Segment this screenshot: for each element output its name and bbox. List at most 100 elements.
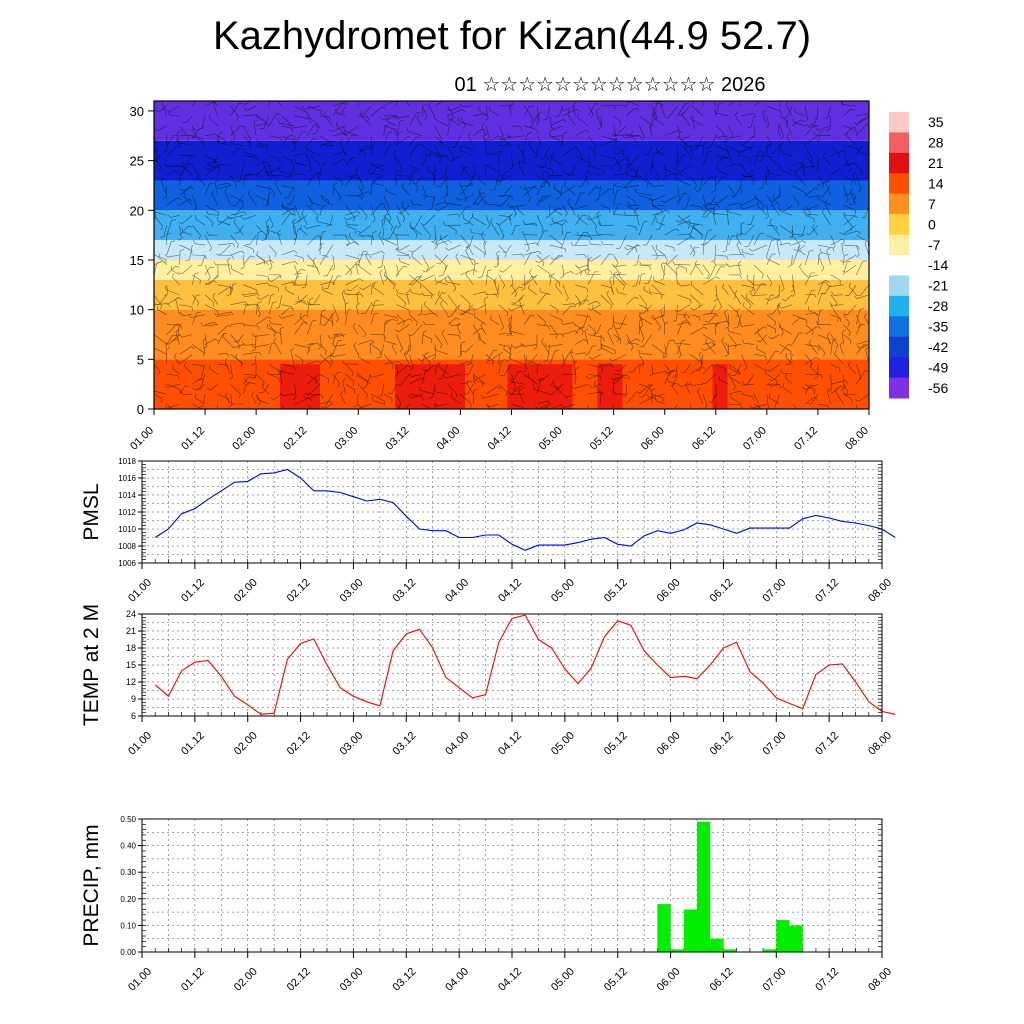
wind-barb-feather [491,412,492,416]
wind-barb-feather [802,164,806,168]
wind-barb [448,244,461,251]
colorbar-swatch [889,132,909,154]
wind-barb-feather [257,326,260,331]
wind-barb-feather [724,135,728,139]
wind-barb [386,190,397,196]
wind-barb-feather [251,333,255,337]
wind-barb [480,325,487,335]
wind-barb-feather [768,199,773,202]
wind-barb-feather [573,360,577,364]
wind-barb-feather [501,236,505,240]
wind-barb [345,156,354,166]
wind-barb [776,241,780,256]
wind-barb [830,374,832,390]
wind-barb [265,221,270,236]
wind-barb-feather [816,320,819,325]
wind-barb [434,101,444,107]
wind-barb [717,169,729,176]
wind-barb [714,245,717,261]
wind-barb [290,350,295,365]
wind-barb-feather [351,372,354,377]
wind-barb [536,175,550,184]
wind-barb [281,125,292,129]
wind-barb [562,284,569,299]
wind-barb [690,366,702,375]
wind-barb [685,195,691,209]
wind-barb [499,215,512,226]
wind-barb-feather [258,173,262,178]
wind-barb-feather [813,117,818,120]
wind-barb [690,294,701,305]
wind-barb [294,354,304,361]
wind-barb-feather [673,160,678,163]
wind-barb [536,314,546,322]
wind-barb-feather [193,128,198,132]
wind-barb [409,314,418,323]
wind-barb-feather [473,203,478,205]
wind-barb [332,101,346,107]
wind-barb [575,232,584,246]
wind-barb-feather [726,263,729,267]
wind-barb [664,340,670,355]
wind-barb-feather [490,189,495,191]
wind-barb [744,175,755,178]
wind-barb-feather [733,327,738,329]
wind-barb [306,149,321,156]
wind-barb-feather [461,341,466,344]
wind-barb [485,274,496,282]
colorbar-label: -7 [928,237,941,253]
wind-barb [664,129,679,137]
wind-barb-feather [408,283,413,286]
wind-barb [370,164,379,176]
wind-barb [154,155,162,168]
wind-barb [727,344,742,347]
wind-barb [356,293,359,305]
wind-barb [804,125,815,136]
wind-barb [447,109,463,117]
wind-barb-feather [663,262,668,265]
wind-barb [460,393,472,405]
wind-barb [396,365,408,375]
wind-barb [677,264,687,269]
wind-barb-feather [599,363,603,367]
wind-barb [868,404,869,405]
wind-barb-feather [396,115,399,120]
wind-barb [843,374,845,389]
wind-barb-feather [768,313,773,315]
colorbar-label: -14 [928,257,948,273]
wind-barb-feather [230,311,234,316]
wind-barb-feather [801,414,802,418]
wind-barb-feather [486,358,491,362]
wind-barb-feather [703,326,708,330]
wind-barb [766,258,780,266]
wind-barb-feather [240,216,244,220]
wind-barb-feather [484,163,489,167]
wind-barb-feather [506,334,511,337]
wind-barb-feather [257,313,261,318]
wind-barb [526,359,538,365]
wind-barb [266,195,270,206]
wind-barb-feather [372,396,374,401]
temp-y-tick-label: 9 [131,694,136,704]
wind-barb-feather [422,369,427,372]
heatmap-warm-core-4 [712,364,728,409]
wind-barb-feather [769,152,774,155]
wind-barb [626,176,637,186]
wind-barb [396,294,406,303]
wind-barb [785,377,793,385]
wind-barb [374,183,384,186]
wind-barb [804,155,815,167]
wind-barb-feather [368,374,372,378]
wind-barb-feather [353,405,358,408]
wind-barb [384,340,397,345]
wind-barb-feather [446,158,451,162]
wind-barb-feather [146,224,147,228]
wind-barb [401,205,410,214]
wind-barb [659,101,665,116]
wind-barb [785,294,793,301]
wind-barb-feather [518,388,522,392]
wind-barb [651,344,665,354]
wind-barb [358,356,372,365]
wind-barb-feather [506,312,509,317]
wind-barb-feather [552,154,554,159]
